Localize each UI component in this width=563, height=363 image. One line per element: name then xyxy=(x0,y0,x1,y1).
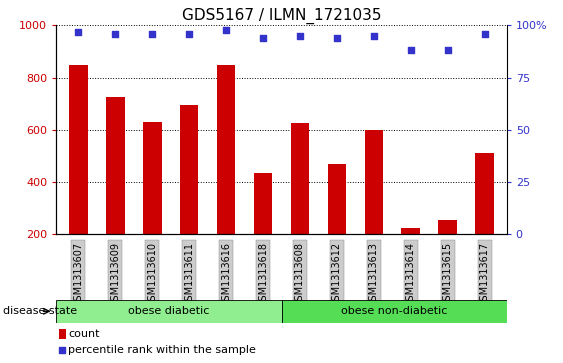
Bar xyxy=(439,220,457,286)
Bar xyxy=(106,97,124,286)
Bar xyxy=(217,65,235,286)
Point xyxy=(443,48,452,53)
Bar xyxy=(401,228,420,286)
Point xyxy=(406,48,415,53)
Text: count: count xyxy=(69,329,100,339)
Bar xyxy=(475,153,494,286)
Bar xyxy=(254,173,272,286)
Bar xyxy=(143,122,162,286)
Point xyxy=(148,31,157,37)
Point xyxy=(332,35,341,41)
Point xyxy=(480,31,489,37)
Point xyxy=(222,26,231,32)
Title: GDS5167 / ILMN_1721035: GDS5167 / ILMN_1721035 xyxy=(182,8,381,24)
Bar xyxy=(56,300,282,323)
Point xyxy=(111,31,120,37)
Point xyxy=(258,35,267,41)
Bar xyxy=(59,329,66,339)
Bar xyxy=(180,105,198,286)
Text: obese diabetic: obese diabetic xyxy=(128,306,209,316)
Point xyxy=(369,33,378,39)
Bar xyxy=(282,300,507,323)
Point xyxy=(58,347,67,353)
Point xyxy=(74,29,83,34)
Bar xyxy=(328,164,346,286)
Bar xyxy=(365,130,383,286)
Bar xyxy=(69,65,88,286)
Bar xyxy=(291,123,309,286)
Text: disease state: disease state xyxy=(3,306,77,316)
Text: percentile rank within the sample: percentile rank within the sample xyxy=(69,345,256,355)
Point xyxy=(185,31,194,37)
Text: obese non-diabetic: obese non-diabetic xyxy=(341,306,447,316)
Point xyxy=(296,33,305,39)
